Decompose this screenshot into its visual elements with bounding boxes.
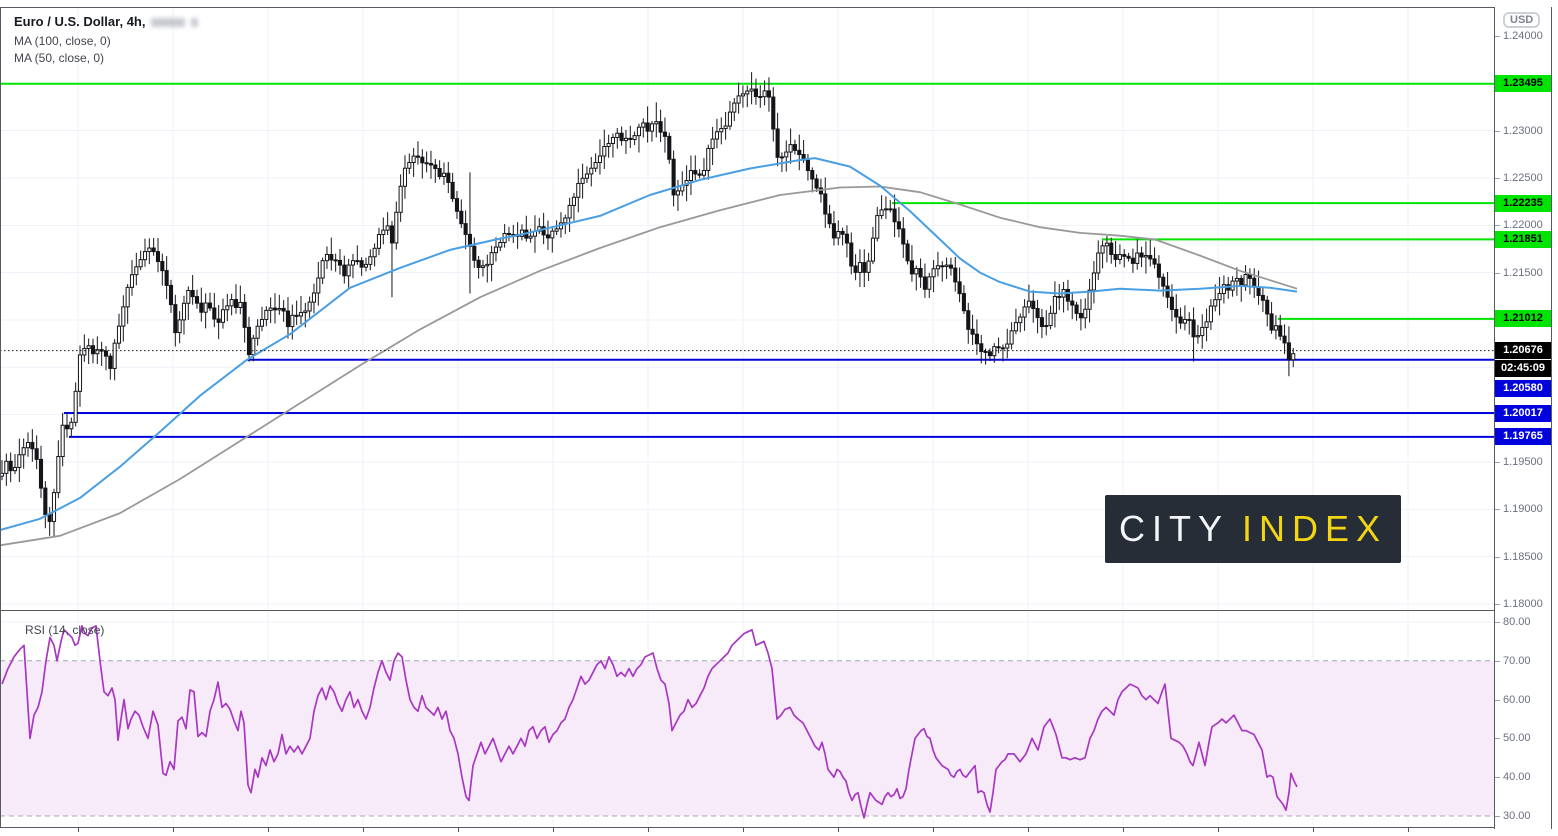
price-tick-label: 1.19000 (1495, 502, 1551, 516)
moving-averages (0, 157, 1298, 547)
ma100-legend[interactable]: MA (100, close, 0) (14, 34, 111, 48)
time-tick (363, 828, 364, 832)
time-tick (1408, 828, 1409, 832)
time-tick (173, 828, 174, 832)
rsi-tick-label: 40.00 (1495, 770, 1551, 784)
time-tick (933, 828, 934, 832)
level-label-green: 1.23495 (1495, 75, 1551, 93)
level-label-blue: 1.20580 (1495, 379, 1551, 397)
ma50-legend[interactable]: MA (50, close, 0) (14, 51, 105, 65)
tick-mark (1495, 622, 1500, 623)
tick-mark (1495, 130, 1500, 132)
time-tick (1123, 828, 1124, 832)
time-tick (268, 828, 269, 832)
time-tick (1218, 828, 1219, 832)
price-tick-label: 1.22000 (1495, 218, 1551, 232)
tick-mark (1495, 603, 1500, 605)
pane-split-border[interactable] (0, 610, 1550, 611)
level-label-green: 1.21851 (1495, 230, 1551, 248)
tick-mark (1495, 777, 1500, 779)
time-tick (458, 828, 459, 832)
price-tick-label: 1.23000 (1495, 124, 1551, 138)
tick-mark (1495, 660, 1500, 662)
tick-mark (1495, 738, 1500, 740)
tick-mark (1495, 177, 1500, 179)
currency-badge[interactable]: USD (1503, 12, 1541, 28)
price-scale[interactable]: USD 1.24000 1.23000 1.22500 1.22000 1.21500 1… (1494, 7, 1552, 829)
tick-mark (1495, 272, 1500, 274)
rsi-tick-label: 30.00 (1495, 809, 1551, 823)
redacted-dot (191, 17, 199, 27)
rsi-line (1, 625, 1298, 819)
level-label-blue: 1.19765 (1495, 428, 1551, 446)
price-levels[interactable] (0, 82, 1494, 438)
logo-word-index: INDEX (1241, 508, 1388, 549)
legend: Euro / U.S. Dollar, 4h, MA (100, close, … (14, 14, 199, 66)
time-tick (743, 828, 744, 832)
time-tick (1028, 828, 1029, 832)
tick-mark (1495, 509, 1500, 511)
time-tick (553, 828, 554, 832)
redacted-text (151, 17, 186, 27)
pane-left-border (0, 7, 1, 829)
level-label-green: 1.22235 (1495, 194, 1551, 212)
price-tick-label: 1.19500 (1495, 455, 1551, 469)
price-tick-label: 1.22500 (1495, 171, 1551, 185)
tick-mark (1495, 461, 1500, 463)
rsi-tick-label: 60.00 (1495, 693, 1551, 707)
symbol-title-row[interactable]: Euro / U.S. Dollar, 4h, (14, 14, 199, 30)
pane-top-border (0, 7, 1550, 8)
logo-word-city: CITY (1118, 508, 1229, 549)
rsi-legend[interactable]: RSI (14, close) (25, 623, 105, 637)
city-index-logo: CITY INDEX (1105, 495, 1401, 563)
current-price-label: 1.20676 (1495, 342, 1551, 360)
time-tick (1313, 828, 1314, 832)
tick-mark (1495, 699, 1500, 701)
time-axis[interactable] (0, 828, 1550, 836)
level-label-green: 1.21012 (1495, 310, 1551, 328)
tick-mark (1495, 556, 1500, 558)
time-tick (838, 828, 839, 832)
time-tick (648, 828, 649, 832)
price-tick-label: 1.18000 (1495, 597, 1551, 611)
time-axis-border (0, 827, 1550, 828)
candles (0, 72, 1296, 537)
price-tick-label: 1.18500 (1495, 550, 1551, 564)
countdown-label: 02:45:09 (1495, 360, 1551, 378)
tick-mark (1495, 225, 1500, 227)
rsi-tick-label: 50.00 (1495, 731, 1551, 745)
price-tick-label: 1.24000 (1495, 29, 1551, 43)
level-label-blue: 1.20017 (1495, 404, 1551, 422)
tick-mark (1495, 816, 1500, 817)
rsi-band (0, 660, 1494, 817)
symbol-title: Euro / U.S. Dollar, 4h, (14, 14, 146, 29)
rsi-tick-label: 70.00 (1495, 654, 1551, 668)
price-tick-label: 1.21500 (1495, 266, 1551, 280)
time-tick (78, 828, 79, 832)
rsi-tick-label: 80.00 (1495, 615, 1551, 629)
tick-mark (1495, 36, 1500, 37)
